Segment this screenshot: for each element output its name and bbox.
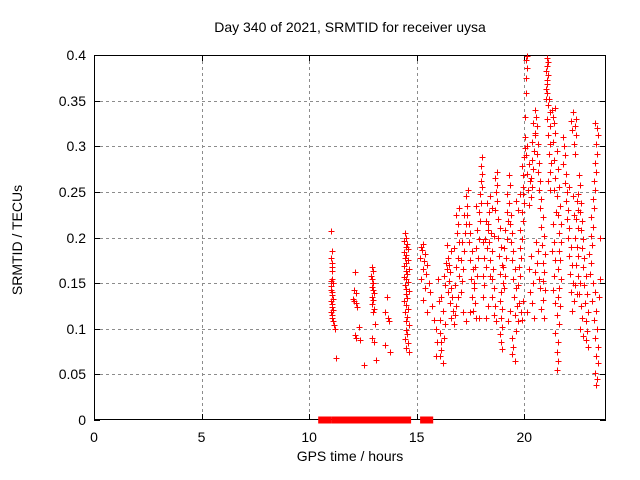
x-tick-label: 15 xyxy=(408,429,425,445)
zero-value-run xyxy=(372,416,385,424)
zero-value-run xyxy=(361,416,376,424)
y-tick-label: 0.05 xyxy=(58,366,86,383)
y-tick-label: 0.4 xyxy=(66,47,86,63)
x-tick-label: 0 xyxy=(90,429,98,445)
y-tick-label: 0.25 xyxy=(58,183,86,200)
chart-title: Day 340 of 2021, SRMTID for receiver uys… xyxy=(214,19,486,35)
x-tick-label: 20 xyxy=(516,429,533,445)
y-tick-label: 0.15 xyxy=(58,275,86,292)
zero-value-run xyxy=(420,416,434,424)
x-tick-label: 10 xyxy=(301,429,317,445)
y-tick-label: 0.2 xyxy=(66,229,86,246)
y-tick-label: 0.1 xyxy=(66,320,86,337)
y-tick-label: 0.3 xyxy=(66,138,86,155)
x-tick-label: 5 xyxy=(197,429,206,445)
zero-value-run xyxy=(385,416,412,424)
zero-value-run xyxy=(352,416,366,424)
y-tick-label: 0 xyxy=(78,412,86,428)
x-axis-title: GPS time / hours xyxy=(296,448,404,464)
zero-value-run xyxy=(318,416,332,424)
y-tick-label: 0.35 xyxy=(58,92,86,109)
zero-value-run xyxy=(331,416,358,424)
scatter-points xyxy=(328,53,604,389)
